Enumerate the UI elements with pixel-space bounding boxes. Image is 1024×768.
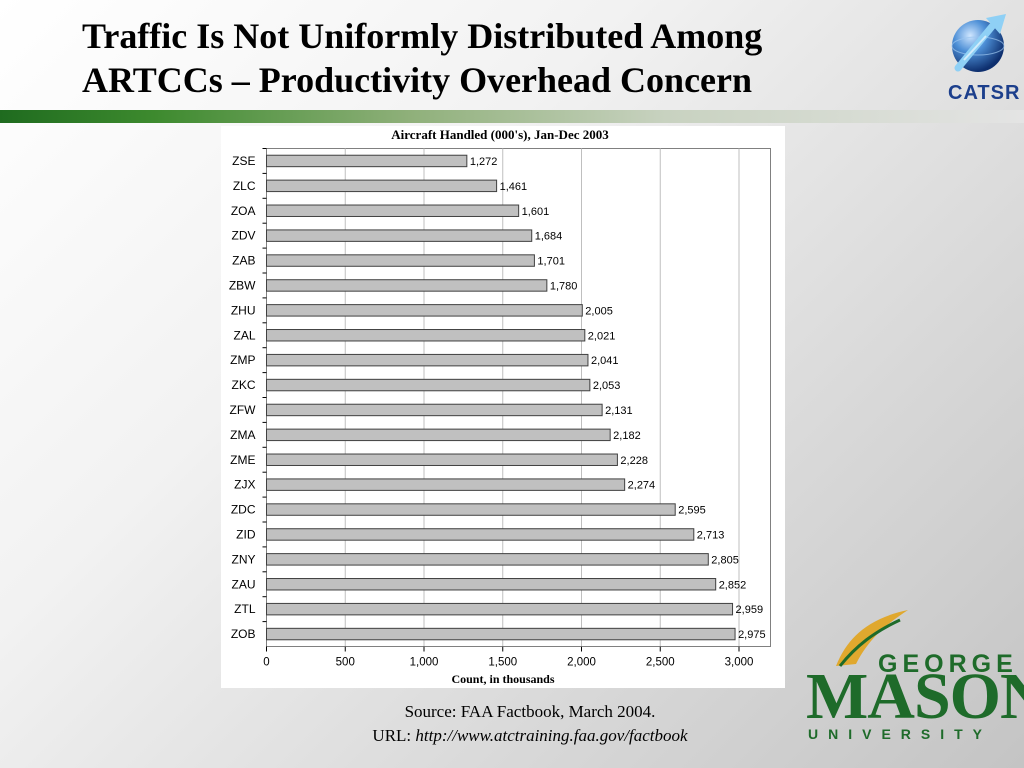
category-label: ZOA [231,204,256,218]
bar [266,154,468,168]
data-label: 2,959 [736,604,764,616]
data-label: 2,053 [593,380,621,392]
category-label: ZKC [232,378,256,392]
gmu-george-text: GEORGE [878,650,1018,678]
gmu-logo: GEORGE MASON UNIVERSITY [800,606,1024,751]
gmu-leaf-icon [836,610,908,667]
bar [266,378,591,392]
data-label: 1,461 [500,181,528,193]
data-label: 1,701 [537,256,565,268]
category-label: ZBW [229,278,256,292]
source-citation: Source: FAA Factbook, March 2004. URL: h… [300,700,760,748]
category-label: ZNY [232,552,256,566]
x-tick-label: 1,500 [488,657,517,669]
title-divider-bar [0,110,1024,123]
x-tick-label: 2,500 [646,657,675,669]
bar [266,578,717,591]
data-label: 2,274 [628,480,656,492]
bar [266,478,626,491]
source-url-line: URL: http://www.atctraining.faa.gov/fact… [300,724,760,748]
x-tick-label: 3,000 [725,657,754,669]
category-label: ZHU [231,303,256,317]
labels: ZSE 1,272 ZLC 1,461 ZOA 1,601 ZDV 1,684 ZAB 1,701… [229,154,766,641]
gmu-mason-text: MASON [806,660,1024,733]
data-label: 1,780 [550,280,578,292]
plot-area [266,148,771,647]
category-label: ZSE [232,154,255,168]
slide-title: Traffic Is Not Uniformly Distributed Amo… [82,14,882,102]
catsr-wordmark: CATSR [948,82,1021,104]
category-label: ZAB [232,254,255,268]
source-url: http://www.atctraining.faa.gov/factbook [415,726,688,745]
category-label: ZFW [230,403,257,417]
bar [266,602,734,616]
bar [266,453,618,466]
x-axis-ticks: 0 500 1,000 1,500 2,000 2,500 3,000 [262,148,754,669]
category-label: ZOB [231,627,256,641]
slide-title-line1: Traffic Is Not Uniformly Distributed Amo… [82,16,763,56]
bar [266,279,548,292]
category-label: ZMA [230,428,255,442]
category-label: ZLC [233,179,256,193]
chart-panel: Aircraft Handled (000's), Jan-Dec 2003 Z… [221,126,785,688]
data-label: 2,713 [697,529,725,541]
data-label: 1,684 [535,231,563,243]
bar [266,627,736,641]
bar [266,353,589,367]
data-label: 2,041 [591,355,619,367]
source-line: Source: FAA Factbook, March 2004. [404,702,656,721]
bar [266,528,695,541]
x-tick-label: 500 [336,657,355,669]
category-label: ZME [230,453,255,467]
x-tick-label: 0 [263,657,269,669]
data-label: 2,005 [585,305,613,317]
data-label: 1,601 [522,206,550,218]
data-label: 1,272 [470,156,498,168]
data-label: 2,595 [678,505,706,517]
bar [266,553,709,566]
chart-title: Aircraft Handled (000's), Jan-Dec 2003 [391,127,609,142]
x-axis-title: Count, in thousands [451,672,554,686]
category-label: ZAL [233,328,255,342]
data-label: 2,182 [613,430,641,442]
category-label: ZMP [230,353,255,367]
category-label: ZTL [234,602,256,616]
x-tick-label: 1,000 [410,657,439,669]
category-label: ZJX [234,478,255,492]
gmu-university-text: UNIVERSITY [808,726,993,742]
data-label: 2,131 [605,405,633,417]
category-label: ZAU [232,577,256,591]
category-label: ZDC [231,503,256,517]
category-label: ZID [236,527,256,541]
bar [266,304,583,317]
bar-chart: Aircraft Handled (000's), Jan-Dec 2003 Z… [229,127,771,686]
catsr-logo: CATSR [944,10,1021,105]
bar [266,179,498,193]
data-label: 2,805 [711,554,739,566]
bar [266,204,520,217]
x-tick-label: 2,000 [567,657,596,669]
bar [266,428,611,442]
url-label: URL: [372,726,416,745]
data-label: 2,021 [588,330,616,342]
data-label: 2,975 [738,629,766,641]
slide-title-line2: ARTCCs – Productivity Overhead Concern [82,60,753,100]
bar [266,229,533,242]
bar [266,503,676,516]
data-label: 2,852 [719,579,747,591]
bars [266,154,736,641]
bar [266,254,535,267]
bar [266,403,603,417]
data-label: 2,228 [620,455,648,467]
bar [266,329,586,342]
category-label: ZDV [232,229,256,243]
catsr-globe-icon [951,14,1006,72]
